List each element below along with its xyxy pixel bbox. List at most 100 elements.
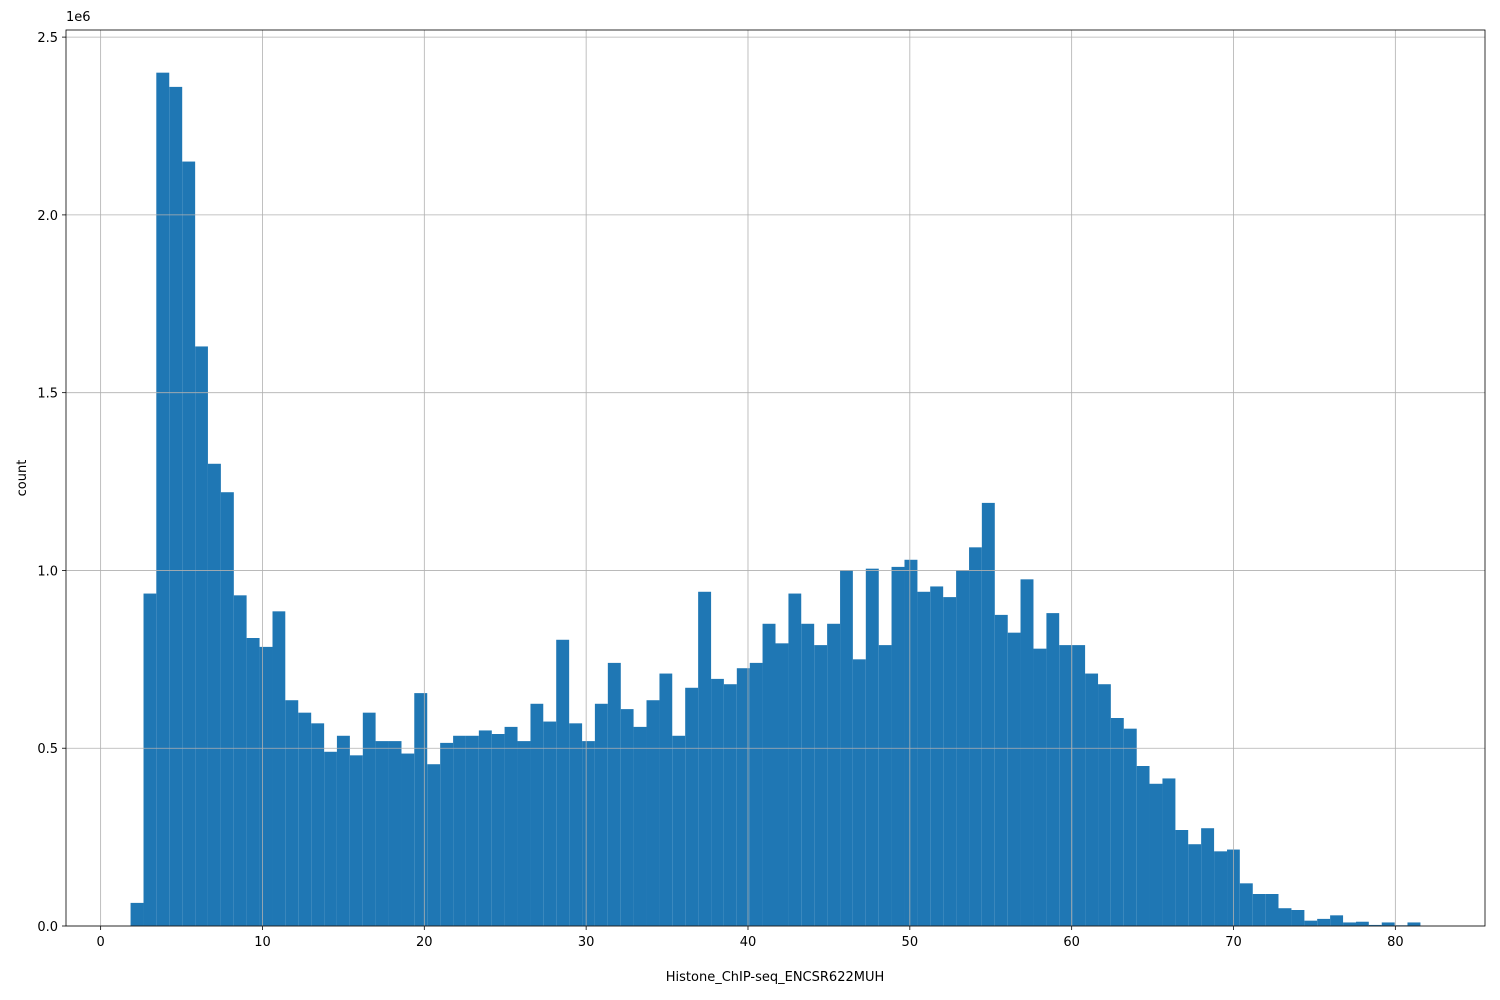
bar [195,346,208,926]
y-axis-label: count [15,460,30,497]
bar [1330,915,1344,926]
x-tick-label: 50 [902,935,919,950]
bar [207,463,221,926]
bar [130,902,144,926]
bar [1265,894,1279,926]
bar [1317,918,1331,926]
bar [233,595,247,926]
bar [1381,922,1395,926]
bar [994,614,1008,926]
bar [453,735,466,926]
bar [143,593,157,926]
bar [865,568,879,926]
x-axis-label: Histone_ChIP-seq_ENCSR622MUH [666,970,885,985]
bar [272,611,286,926]
bar [375,741,389,926]
bar [285,700,299,926]
bar [1007,632,1021,926]
bar [427,764,441,926]
bar [311,723,325,926]
bar [1291,910,1305,926]
y-tick-label: 1.0 [37,564,58,579]
x-tick-label: 30 [578,935,595,950]
bar [891,566,905,926]
bar [943,597,957,926]
x-tick-label: 20 [416,935,433,950]
bar [749,662,763,926]
bar [569,723,583,926]
bar [1020,579,1034,926]
bar [543,721,557,926]
bar [1252,894,1266,926]
bar [401,753,415,926]
bar [478,730,492,926]
bar [1278,908,1292,926]
bar [582,741,595,926]
bar [814,645,828,926]
y-tick-label: 0.0 [37,920,58,935]
bar [762,623,776,926]
bar [336,735,350,926]
bar [1175,830,1189,926]
bar [723,684,737,926]
bar [827,623,841,926]
bar [607,662,621,926]
bar [1149,783,1163,926]
bar [852,659,866,926]
y-tick-label: 0.5 [37,742,58,757]
bar [930,586,944,926]
bar [220,492,234,926]
bar [633,726,647,926]
bar [672,735,686,926]
bar [1162,778,1176,926]
x-tick-label: 40 [740,935,757,950]
bar [775,643,789,926]
bar [182,161,196,927]
x-tick-label: 80 [1387,935,1404,950]
bar [1188,844,1202,926]
x-tick-label: 0 [96,935,104,950]
bar [491,734,505,926]
bar [1046,613,1060,926]
bar [1072,645,1086,926]
bar [801,623,815,926]
bar [698,591,712,926]
bar [530,703,544,926]
bar [388,741,402,926]
bar [1136,766,1150,926]
y-tick-label: 1.5 [37,387,58,402]
bar [917,591,931,926]
bar [646,700,660,926]
y-offset-label: 1e6 [66,10,91,25]
bar [1214,851,1228,926]
bar [465,735,479,926]
bar [414,693,428,926]
bar [685,687,699,926]
bar [246,638,260,926]
bar [1059,645,1073,926]
bar [362,712,376,926]
bar [878,645,892,926]
bar [517,741,531,926]
bar [1123,728,1137,926]
y-tick-label: 2.5 [37,31,58,46]
bar [349,755,363,926]
x-tick-label: 70 [1225,935,1242,950]
bar [1343,922,1357,926]
bar [711,678,724,926]
bar [659,673,673,926]
bar [1356,921,1369,926]
plot-frame [65,29,1486,927]
bar [736,668,750,926]
bar [981,502,995,926]
bar [504,726,518,926]
bar [324,751,337,926]
bar [1085,673,1099,926]
y-tick-label: 2.0 [37,209,58,224]
bar [440,742,454,926]
bar [259,646,273,926]
bar [1201,828,1215,926]
x-tick-label: 60 [1063,935,1080,950]
bar [1407,922,1421,926]
